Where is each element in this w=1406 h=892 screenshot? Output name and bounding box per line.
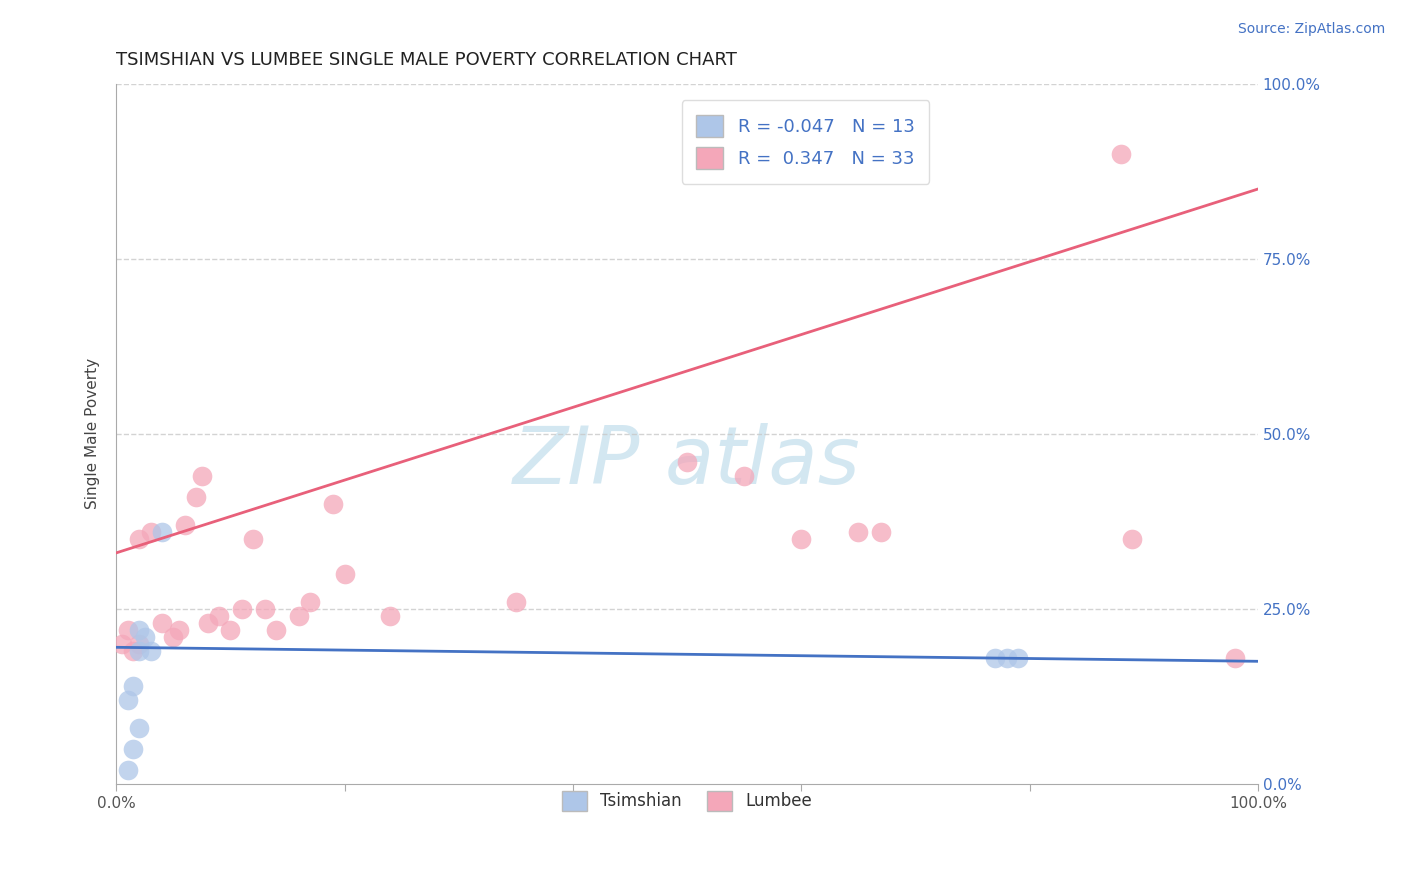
Point — [122, 679, 145, 693]
Point — [1223, 650, 1246, 665]
Point — [117, 693, 139, 707]
Point — [219, 623, 242, 637]
Point — [1109, 147, 1132, 161]
Point — [150, 615, 173, 630]
Point — [162, 630, 184, 644]
Point — [846, 524, 869, 539]
Text: Source: ZipAtlas.com: Source: ZipAtlas.com — [1237, 22, 1385, 37]
Point — [122, 644, 145, 658]
Point — [676, 455, 699, 469]
Point — [333, 566, 356, 581]
Point — [264, 623, 287, 637]
Point — [790, 532, 813, 546]
Point — [186, 490, 208, 504]
Point — [150, 524, 173, 539]
Point — [380, 608, 402, 623]
Point — [197, 615, 219, 630]
Point — [322, 497, 344, 511]
Point — [111, 637, 134, 651]
Point — [208, 608, 231, 623]
Point — [1121, 532, 1143, 546]
Y-axis label: Single Male Poverty: Single Male Poverty — [86, 359, 100, 509]
Point — [139, 644, 162, 658]
Point — [122, 741, 145, 756]
Point — [128, 637, 150, 651]
Text: TSIMSHIAN VS LUMBEE SINGLE MALE POVERTY CORRELATION CHART: TSIMSHIAN VS LUMBEE SINGLE MALE POVERTY … — [117, 51, 737, 69]
Point — [231, 602, 253, 616]
Point — [191, 469, 214, 483]
Point — [128, 721, 150, 735]
Point — [253, 602, 276, 616]
Point — [117, 763, 139, 777]
Point — [173, 517, 195, 532]
Point — [288, 608, 311, 623]
Point — [128, 532, 150, 546]
Point — [733, 469, 755, 483]
Point — [1007, 650, 1029, 665]
Point — [139, 524, 162, 539]
Point — [984, 650, 1007, 665]
Point — [128, 623, 150, 637]
Legend: Tsimshian, Lumbee: Tsimshian, Lumbee — [548, 777, 825, 824]
Point — [134, 630, 156, 644]
Text: ZIP atlas: ZIP atlas — [513, 423, 860, 501]
Point — [870, 524, 893, 539]
Point — [505, 595, 527, 609]
Point — [167, 623, 190, 637]
Point — [995, 650, 1018, 665]
Point — [128, 644, 150, 658]
Point — [242, 532, 264, 546]
Point — [117, 623, 139, 637]
Point — [299, 595, 322, 609]
